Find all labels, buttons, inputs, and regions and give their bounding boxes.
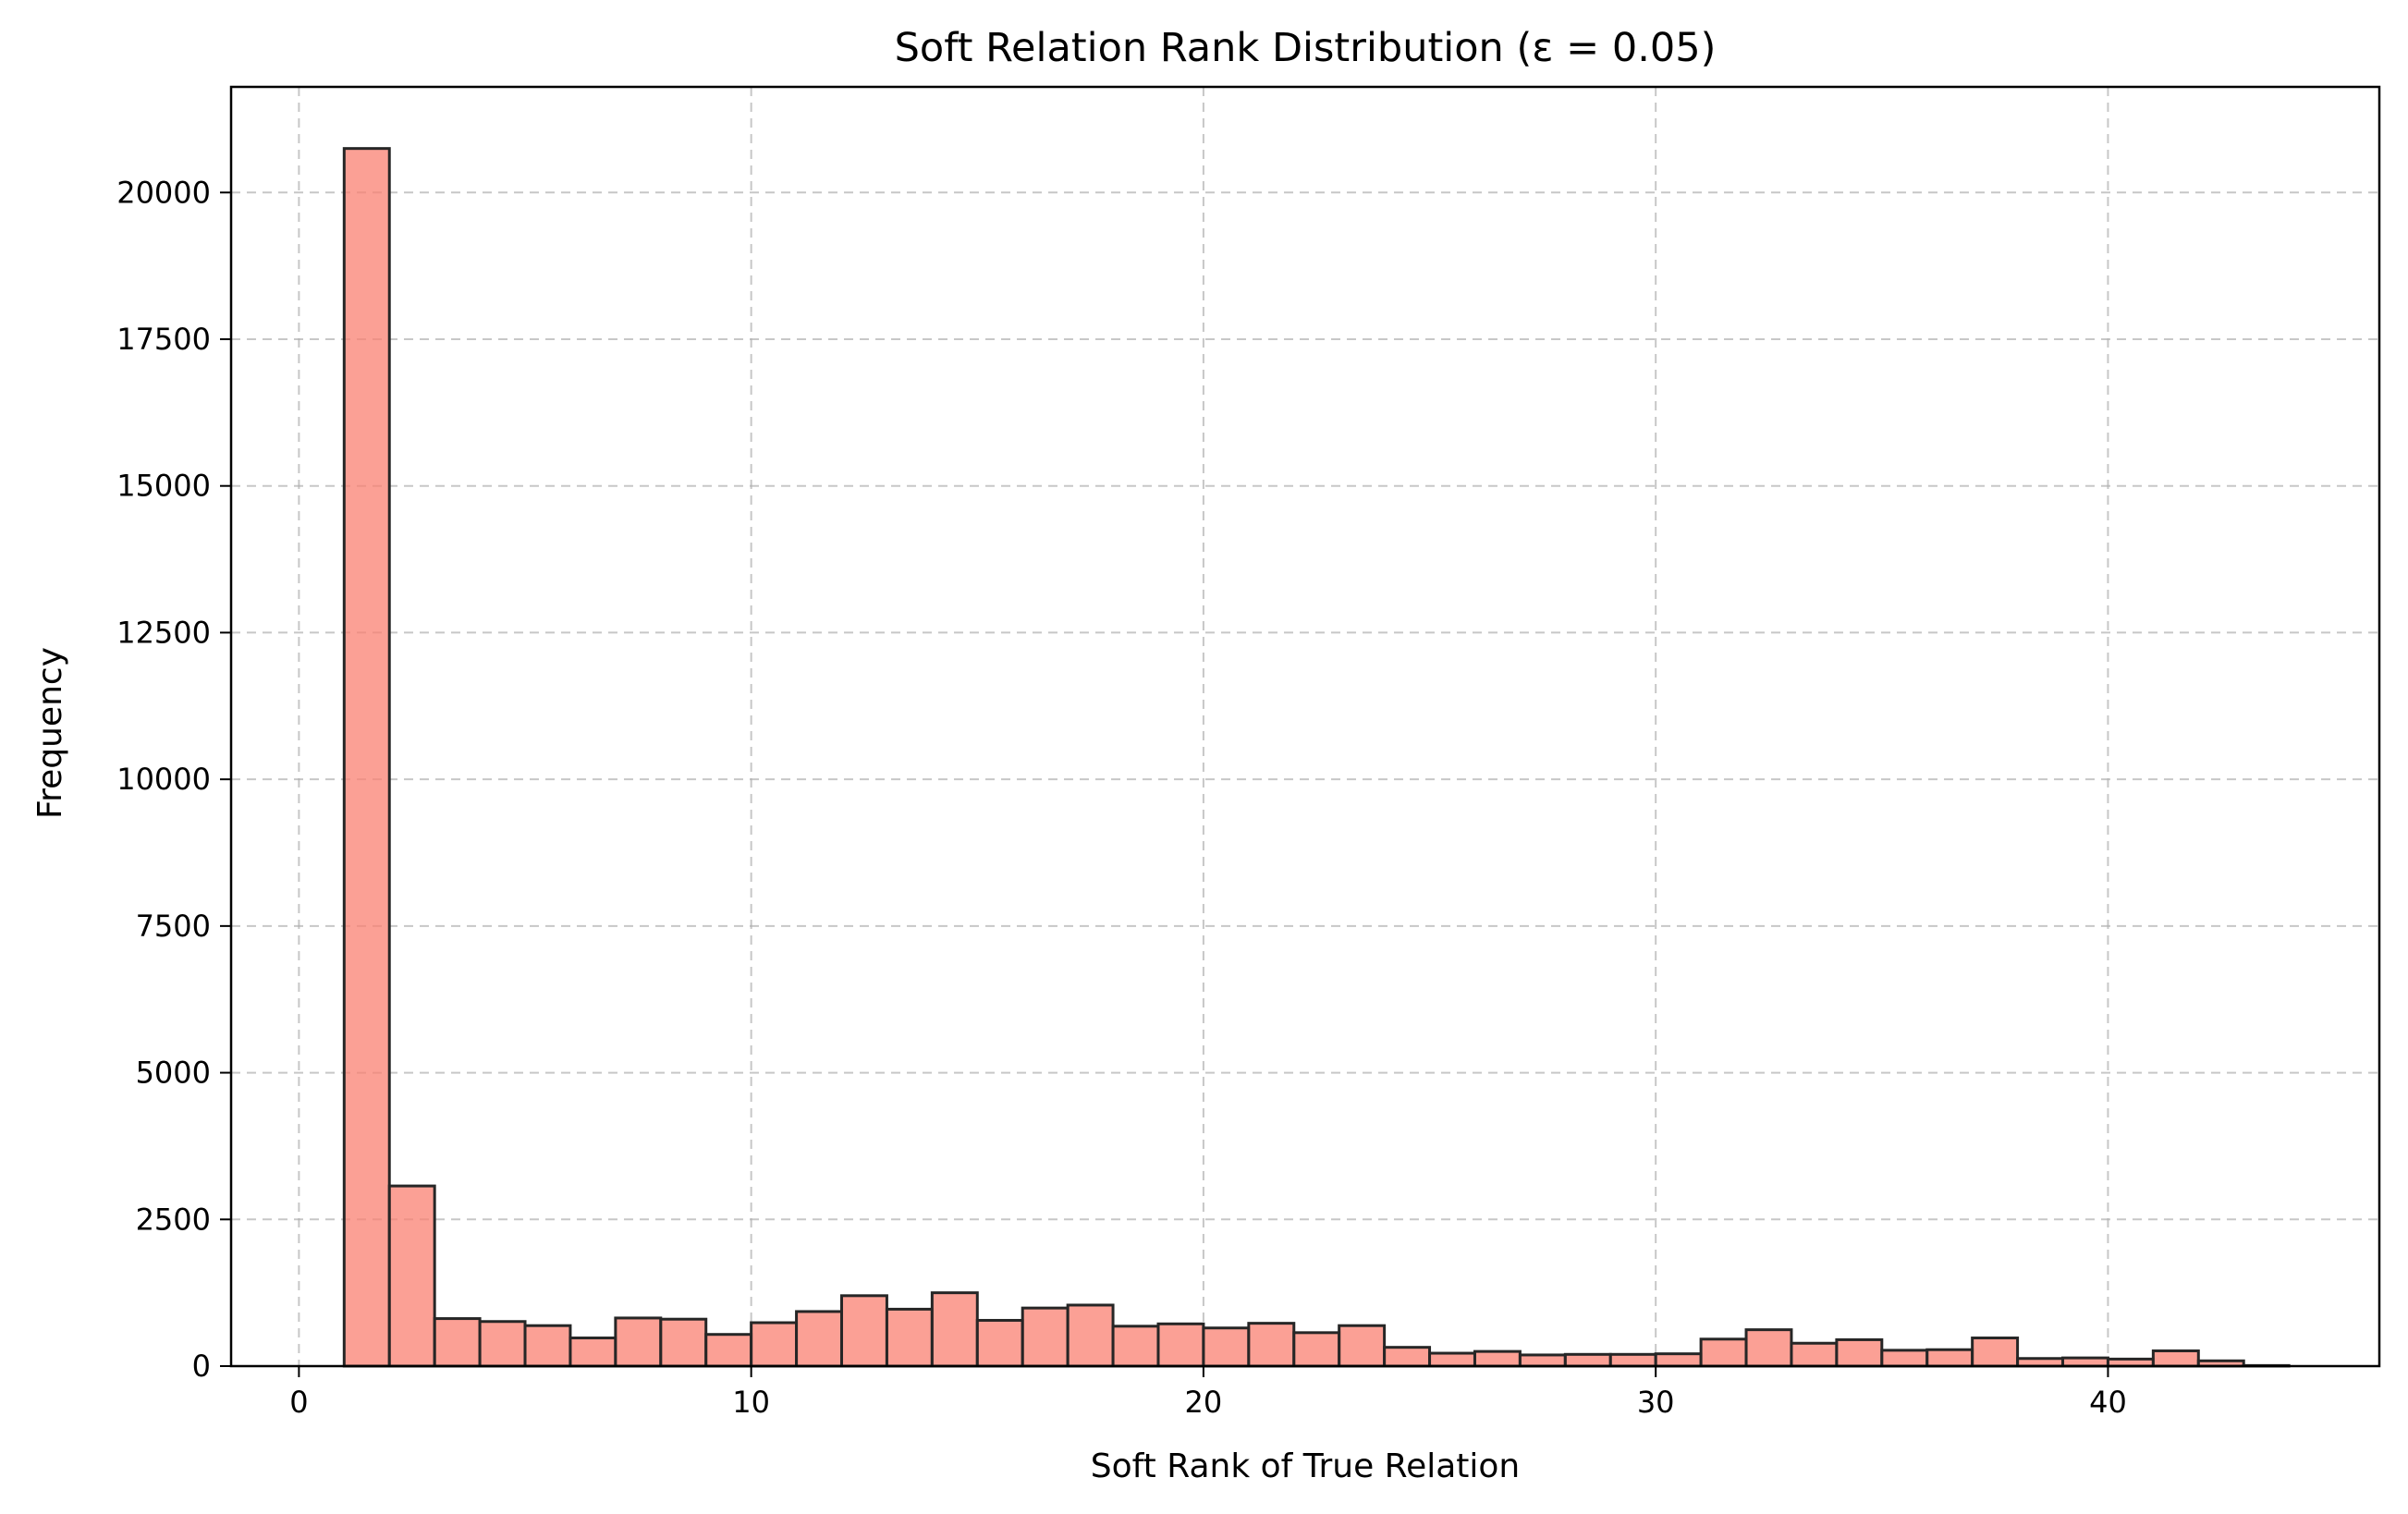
y-tick-label: 15000	[116, 469, 211, 504]
histogram-bar	[1835, 1337, 1884, 1368]
y-tick-label: 7500	[136, 909, 211, 944]
y-tick-label: 0	[192, 1349, 211, 1384]
chart-title: Soft Relation Rank Distribution (ε = 0.0…	[895, 25, 1717, 71]
histogram-bar	[342, 147, 391, 1368]
grid-lines	[231, 87, 2379, 1367]
histogram-bar	[1925, 1348, 1974, 1368]
y-tick-label: 12500	[116, 615, 211, 650]
histogram-bar	[1111, 1325, 1160, 1368]
histogram-bar	[975, 1318, 1024, 1368]
histogram-bar	[1971, 1337, 2020, 1368]
histogram-bar	[704, 1333, 753, 1368]
histogram-bar	[1156, 1322, 1205, 1368]
histogram-bar	[478, 1320, 527, 1368]
histogram-bar	[1428, 1351, 1476, 1368]
plot-frame	[229, 85, 2381, 1368]
histogram-bar	[433, 1317, 482, 1368]
x-tick-label: 0	[289, 1385, 308, 1420]
histogram-bar	[568, 1337, 617, 1368]
histogram-bar	[1654, 1352, 1703, 1368]
histogram-bar	[1699, 1337, 1748, 1368]
histogram-bar	[1518, 1353, 1567, 1368]
histogram-bar	[659, 1317, 708, 1368]
histogram-bar	[1744, 1328, 1793, 1368]
histogram-bar	[387, 1184, 436, 1368]
histogram-bar	[614, 1316, 663, 1368]
histogram-bar	[930, 1291, 979, 1368]
histogram-bar	[1202, 1326, 1251, 1368]
histogram-bar	[1247, 1322, 1296, 1368]
histogram-bar	[2151, 1349, 2200, 1368]
histogram-bar	[1066, 1303, 1115, 1368]
histogram-bar	[1880, 1349, 1929, 1368]
y-tick-label: 2500	[136, 1202, 211, 1237]
histogram-bar	[1292, 1331, 1341, 1368]
histogram-bar	[840, 1294, 888, 1368]
histogram-bar	[795, 1310, 844, 1368]
x-axis-label: Soft Rank of True Relation	[1091, 1447, 1520, 1485]
histogram-bar	[1563, 1352, 1612, 1368]
histogram-bar	[1338, 1324, 1387, 1368]
histogram-bar	[523, 1324, 572, 1368]
x-tick-label: 30	[1637, 1385, 1675, 1420]
y-tick-label: 5000	[136, 1056, 211, 1091]
x-tick-label: 40	[2089, 1385, 2127, 1420]
histogram-bar	[1383, 1346, 1432, 1368]
histogram-bar	[1473, 1349, 1522, 1368]
histogram-bar	[1021, 1306, 1070, 1368]
histogram-bar	[885, 1307, 934, 1368]
histogram-bar	[1608, 1352, 1657, 1368]
y-tick-label: 17500	[116, 322, 211, 357]
histogram-bar	[1790, 1341, 1839, 1368]
x-tick-label: 10	[732, 1385, 770, 1420]
y-tick-label: 20000	[116, 175, 211, 210]
y-axis-label: Frequency	[31, 647, 69, 819]
histogram-bar	[2061, 1356, 2109, 1368]
x-tick-label: 20	[1185, 1385, 1223, 1420]
histogram-bar	[750, 1321, 799, 1368]
axis-ticks: 0 10 20 30 40 0 2500 5000 7500 10000 12500 15000 175…	[116, 175, 2127, 1420]
y-tick-label: 10000	[116, 762, 211, 797]
histogram-bars	[342, 147, 2291, 1368]
